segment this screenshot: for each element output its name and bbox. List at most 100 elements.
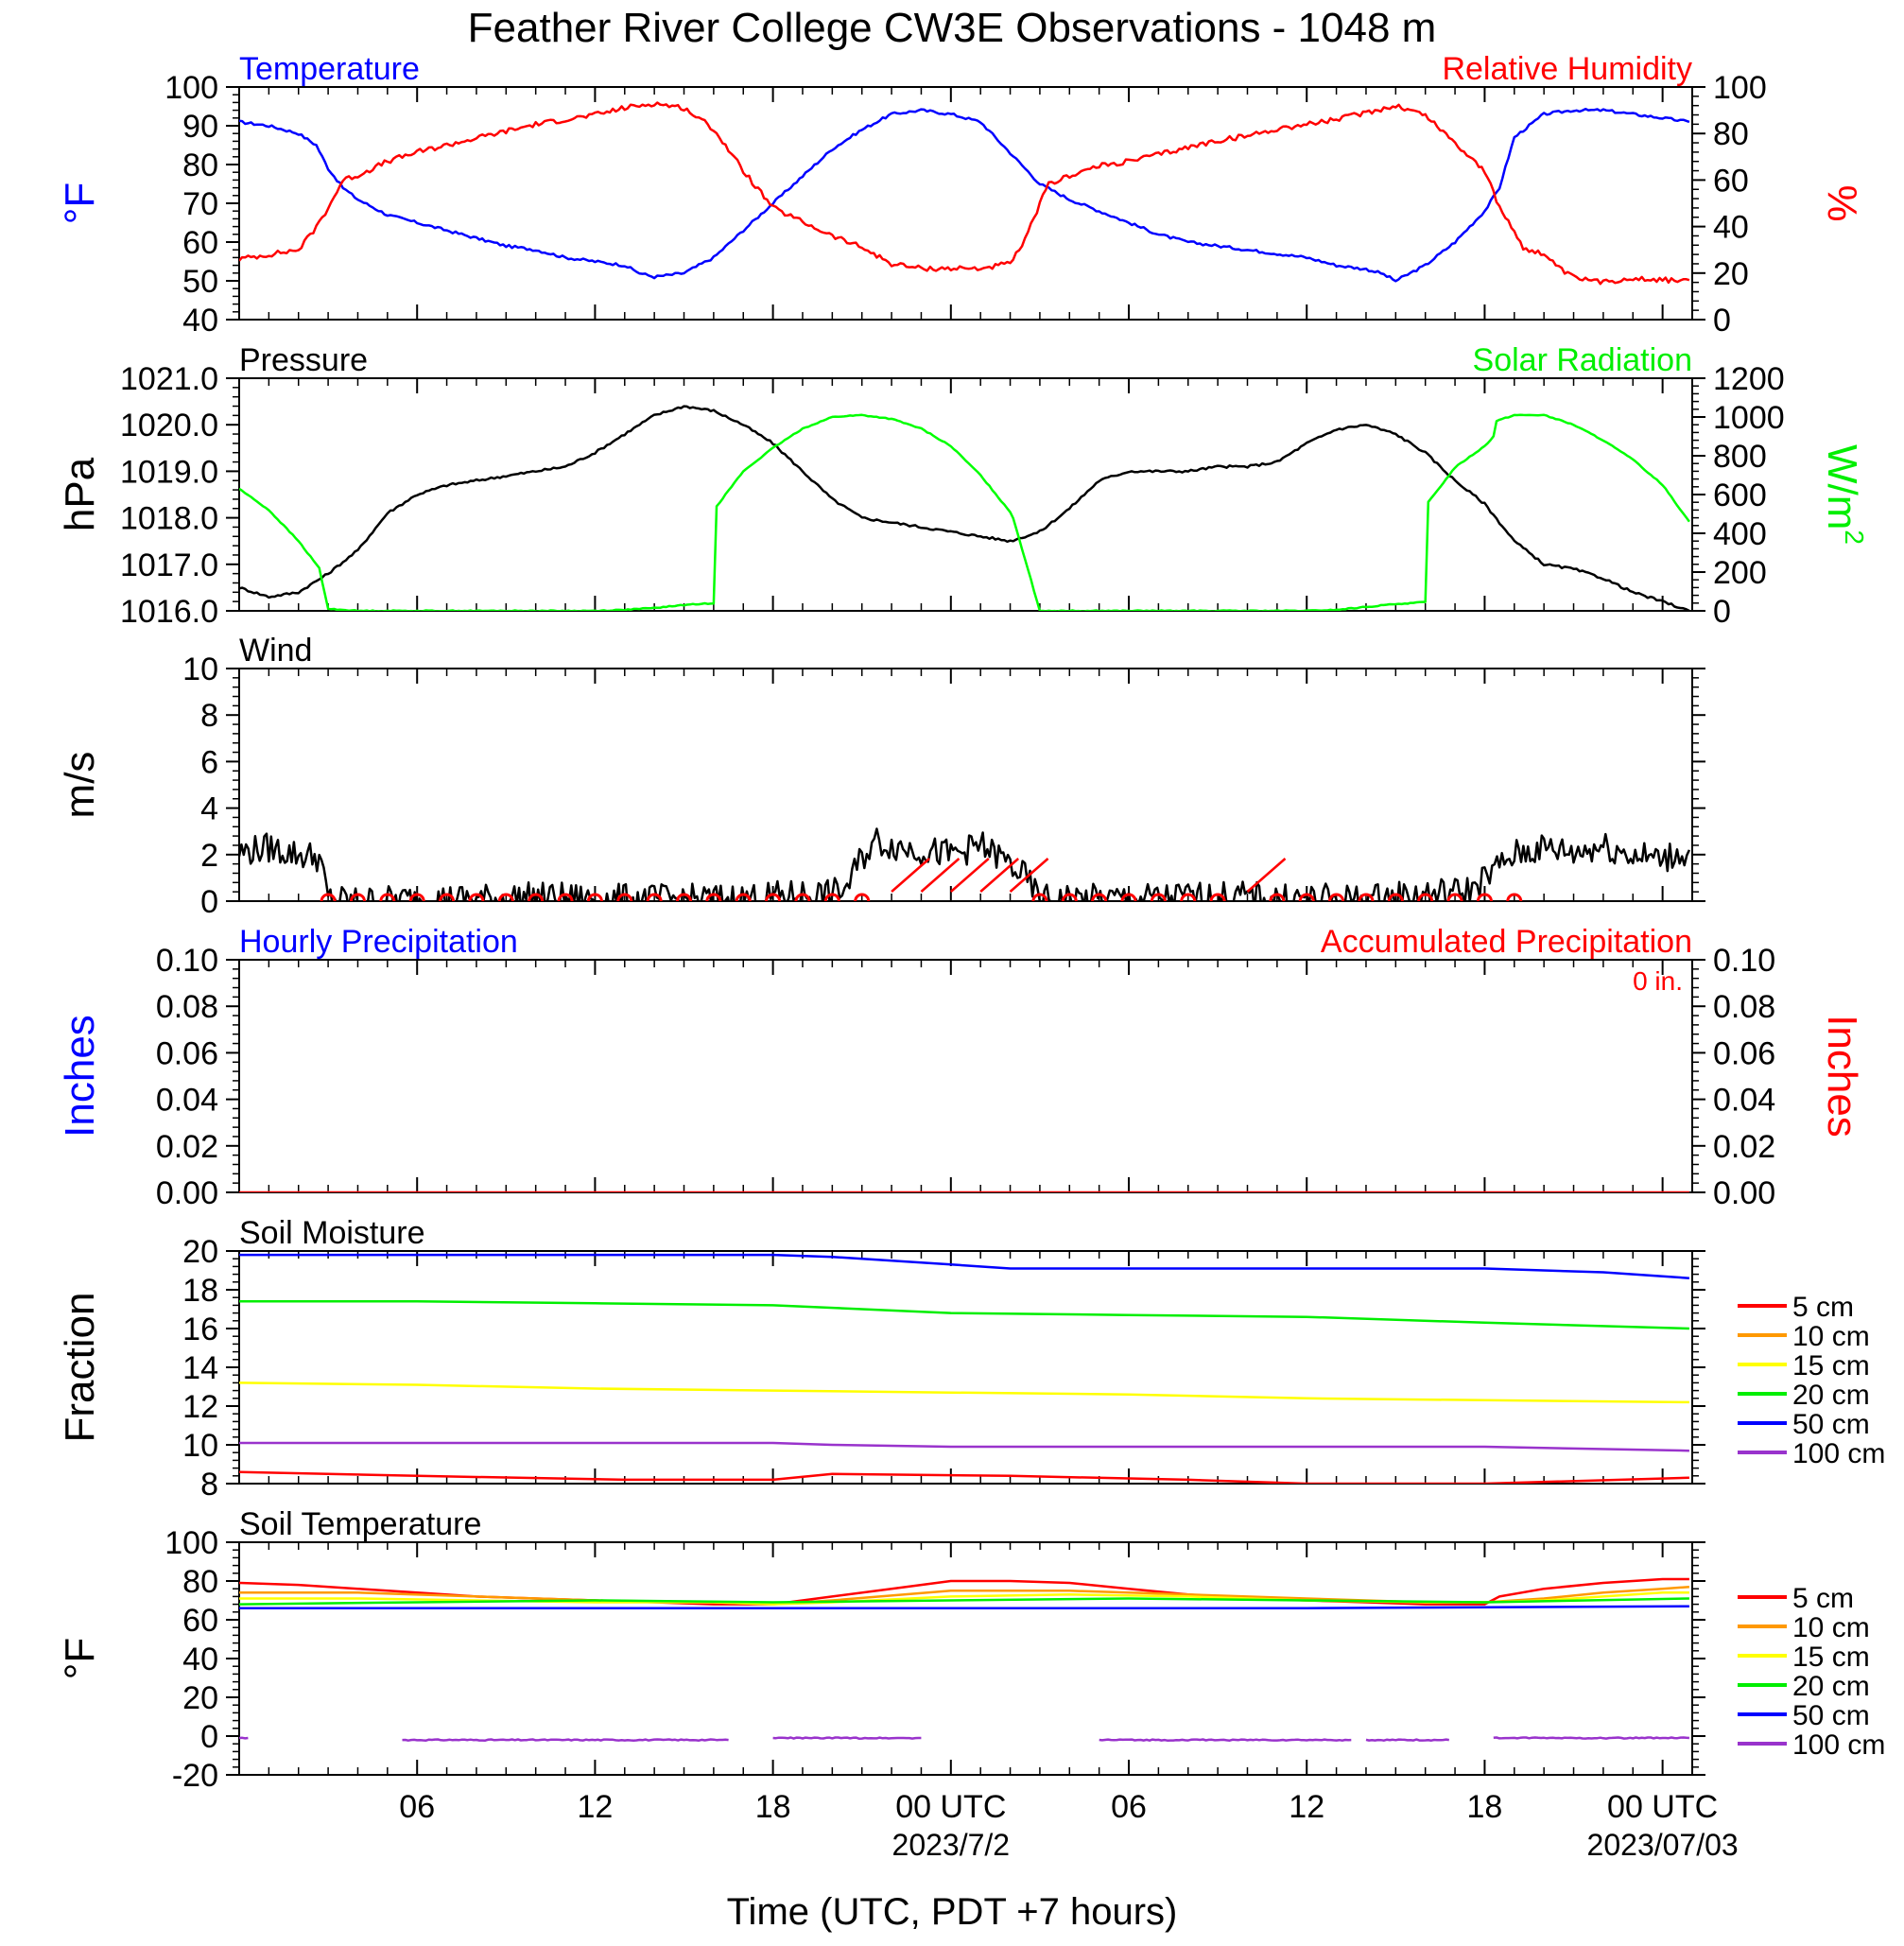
wind-barb	[979, 858, 1020, 893]
wind-barb-calm	[468, 893, 485, 901]
x-date-label: 2023/7/2	[892, 1828, 1011, 1862]
left-tick-label: 20	[182, 1234, 218, 1270]
series-line-50-cm	[239, 1253, 1689, 1279]
wind-barb-calm	[854, 893, 871, 901]
wind-barb-calm	[705, 893, 722, 901]
panel-right-title: Solar Radiation	[1473, 342, 1692, 378]
legend-label: 5 cm	[1792, 1583, 1854, 1614]
left-tick-label: 50	[182, 264, 218, 300]
right-tick-label: 100	[1713, 70, 1767, 106]
panel-left-title: Soil Moisture	[239, 1215, 425, 1251]
left-tick-label: 1020.0	[120, 408, 218, 443]
legend-label: 50 cm	[1792, 1700, 1870, 1731]
right-tick-label: 80	[1713, 116, 1749, 152]
left-tick-label: 0.08	[156, 989, 218, 1025]
right-tick-label: 0.10	[1713, 943, 1775, 979]
legend-label: 100 cm	[1792, 1438, 1885, 1469]
legend-label: 50 cm	[1792, 1409, 1870, 1440]
time-axis-label: Time (UTC, PDT +7 hours)	[727, 1891, 1178, 1933]
right-tick-label: 0.06	[1713, 1035, 1775, 1071]
figure-title: Feather River College CW3E Observations …	[468, 5, 1437, 51]
wind-barb-calm	[1269, 893, 1286, 901]
left-tick-label: 1018.0	[120, 501, 218, 537]
wind-barb-calm	[497, 893, 514, 901]
series-line-100-cm	[1099, 1738, 1352, 1742]
right-tick-label: 0.08	[1713, 989, 1775, 1025]
panel-left-title: Soil Temperature	[239, 1506, 481, 1542]
wind-barb-calm	[646, 893, 663, 901]
left-tick-label: 60	[182, 225, 218, 261]
panel-left-title: Pressure	[239, 342, 368, 378]
right-axis-label-text: %	[1819, 184, 1865, 221]
wind-barb-calm	[320, 893, 337, 901]
wind-barb-calm	[794, 893, 811, 901]
wind-barb-calm	[1209, 893, 1226, 901]
wind-barb-calm	[557, 893, 574, 901]
precip-panel: 0.00 0.02 0.04 0.06 0.08 0.10 0.00 0.02 0.04 0.06…	[57, 924, 1865, 1211]
series-group	[239, 101, 1690, 286]
left-tick-label: 2	[200, 838, 218, 874]
series-line-temperature	[239, 107, 1690, 283]
legend-label: 15 cm	[1792, 1350, 1870, 1381]
wind-barb-calm	[1328, 893, 1345, 901]
right-tick-label: 60	[1713, 163, 1749, 199]
legend-label: 15 cm	[1792, 1642, 1870, 1673]
series-group	[239, 1253, 1689, 1484]
legend-label: 20 cm	[1792, 1671, 1870, 1702]
wind-barb-calm	[1506, 893, 1523, 901]
series-line-20-cm	[239, 1300, 1689, 1330]
wind-barb-calm	[676, 893, 693, 901]
left-axis-label: °F	[57, 1638, 103, 1679]
panel-left-title: Hourly Precipitation	[239, 924, 518, 960]
right-axis-label: %	[1819, 184, 1865, 221]
series-group	[239, 827, 1691, 901]
right-tick-label: 0	[1713, 594, 1731, 630]
wind-panel: 0 2 4 6 8 10 Wind m/s	[57, 633, 1705, 920]
series-line-50-cm	[239, 1605, 1689, 1609]
left-tick-label: 80	[182, 1564, 218, 1600]
left-tick-label: 20	[182, 1680, 218, 1716]
series-line-100-cm	[239, 1736, 249, 1740]
left-tick-label: 6	[200, 744, 218, 780]
left-tick-label: 18	[182, 1273, 218, 1309]
legend-label: 10 cm	[1792, 1321, 1870, 1352]
left-tick-label: 0	[200, 884, 218, 920]
wind-barb-calm	[586, 893, 603, 901]
wind-barb	[1009, 858, 1049, 893]
panel-left-title: Wind	[239, 633, 312, 669]
left-axis-label: Fraction	[57, 1293, 103, 1443]
left-tick-label: 10	[182, 1428, 218, 1464]
series-group	[239, 1577, 1689, 1742]
plot-frame	[238, 1250, 1693, 1485]
left-axis-label: hPa	[57, 457, 103, 531]
right-tick-label: 0	[1713, 303, 1731, 339]
series-line-5-cm	[239, 1470, 1689, 1484]
series-line-pressure	[239, 405, 1690, 611]
wind-barb-calm	[1031, 893, 1048, 901]
left-tick-label: 16	[182, 1312, 218, 1347]
right-tick-label: 200	[1713, 555, 1767, 591]
wind-barb-calm	[735, 893, 752, 901]
wind-barb-calm	[379, 893, 396, 901]
left-tick-label: 40	[182, 1642, 218, 1677]
left-tick-label: 10	[182, 652, 218, 687]
plot-frame	[238, 668, 1693, 902]
panel-left-title: Temperature	[239, 51, 420, 87]
panel-right-title: Accumulated Precipitation	[1321, 924, 1692, 960]
left-tick-label: 0.10	[156, 943, 218, 979]
x-tick-label: 18	[1467, 1789, 1503, 1825]
right-tick-label: 40	[1713, 210, 1749, 246]
left-axis-label: m/s	[57, 752, 103, 819]
right-tick-label: 800	[1713, 439, 1767, 475]
series-line-10-cm	[239, 1585, 1689, 1606]
wind-barb-calm	[823, 893, 840, 901]
left-tick-label: 1017.0	[120, 547, 218, 583]
precip-total-annotation: 0 in.	[1633, 966, 1683, 996]
series-line-100-cm	[1493, 1736, 1689, 1740]
left-tick-label: 100	[164, 1525, 218, 1561]
wind-barb-calm	[765, 893, 782, 901]
